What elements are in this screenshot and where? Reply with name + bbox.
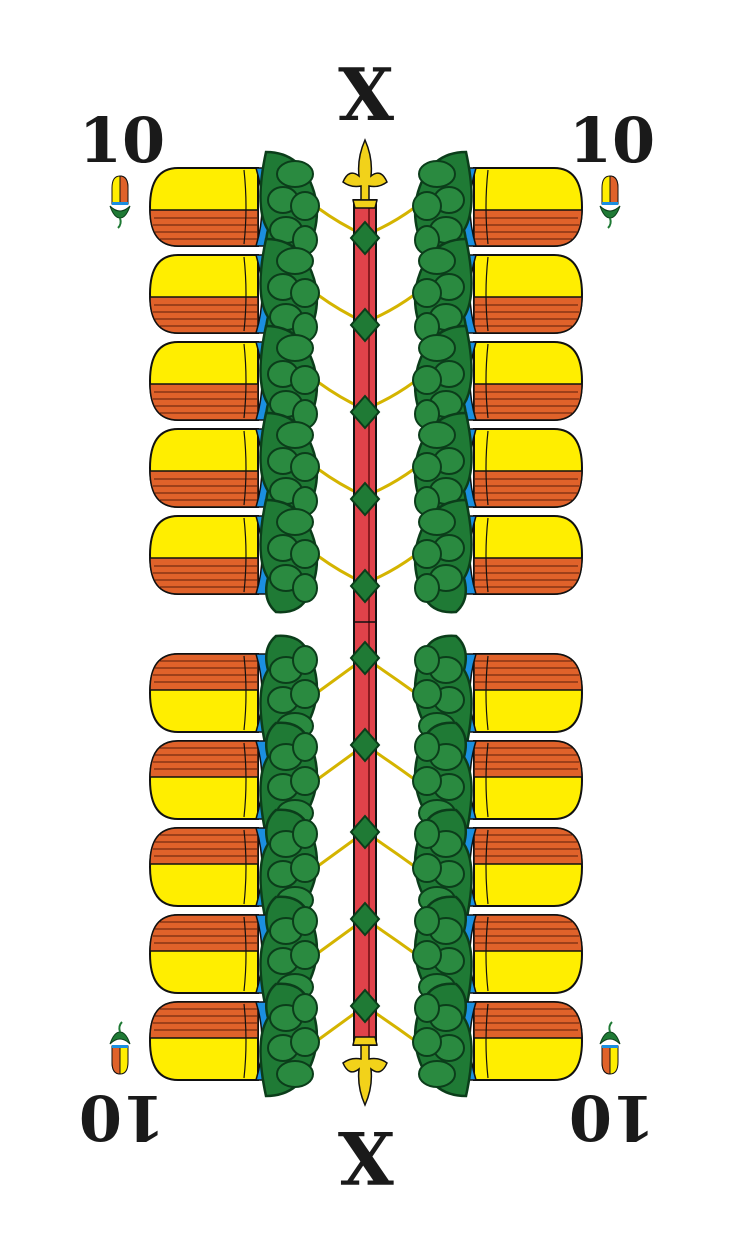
fleur-finial-top — [342, 139, 388, 209]
stalk-knot — [349, 640, 381, 676]
rank-number-bottom-left: 10 — [79, 1081, 165, 1154]
stalk-knots — [349, 220, 381, 1024]
rank-number-bottom-right: 10 — [569, 1081, 655, 1154]
acorn-icon — [599, 1021, 621, 1075]
stalk-knot — [349, 988, 381, 1024]
acorn-icon — [148, 982, 321, 1098]
acorn-icon — [411, 498, 584, 614]
acorn-icon — [148, 498, 321, 614]
stalk-knot — [349, 814, 381, 850]
stalk-knot — [349, 901, 381, 937]
central-stalk — [342, 139, 388, 1106]
acorn-icon — [411, 982, 584, 1098]
rank-roman-top: X — [338, 52, 394, 137]
rank-number-top-left: 10 — [79, 104, 165, 177]
stalk-knot — [349, 220, 381, 256]
stalk-knot — [349, 307, 381, 343]
rank-number-top-right: 10 — [569, 104, 655, 177]
stalk-knot — [349, 727, 381, 763]
stalk-knot — [349, 394, 381, 430]
rank-roman-bottom: X — [338, 1115, 394, 1200]
stalk-knot — [349, 568, 381, 604]
acorn-icon — [109, 175, 131, 229]
stalk-knot — [349, 481, 381, 517]
acorn-icon — [109, 1021, 131, 1075]
fleur-finial-bottom — [342, 1036, 388, 1106]
acorn-icon — [599, 175, 621, 229]
